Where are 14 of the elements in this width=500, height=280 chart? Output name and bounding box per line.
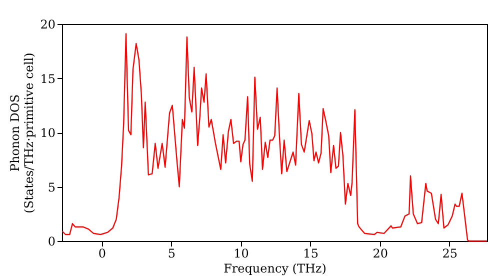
x-tick-label: 0 bbox=[98, 246, 106, 260]
y-tick-label: 15 bbox=[40, 72, 56, 86]
y-tick-label: 20 bbox=[40, 18, 56, 32]
y-tick-label: 5 bbox=[48, 180, 56, 194]
line-series bbox=[62, 33, 488, 242]
x-tick-label: 20 bbox=[372, 246, 388, 260]
x-tick-label: 15 bbox=[303, 246, 318, 260]
y-tick-label: 0 bbox=[48, 234, 56, 248]
x-tick-label: 10 bbox=[234, 246, 249, 260]
x-axis-title: Frequency (THz) bbox=[224, 262, 326, 276]
y-axis-title: Phonon DOS (States/THz·primitive cell) bbox=[8, 52, 36, 214]
x-tick-label: 25 bbox=[442, 246, 458, 260]
x-tick-label: 5 bbox=[168, 246, 176, 260]
y-tick-label: 10 bbox=[40, 126, 56, 140]
